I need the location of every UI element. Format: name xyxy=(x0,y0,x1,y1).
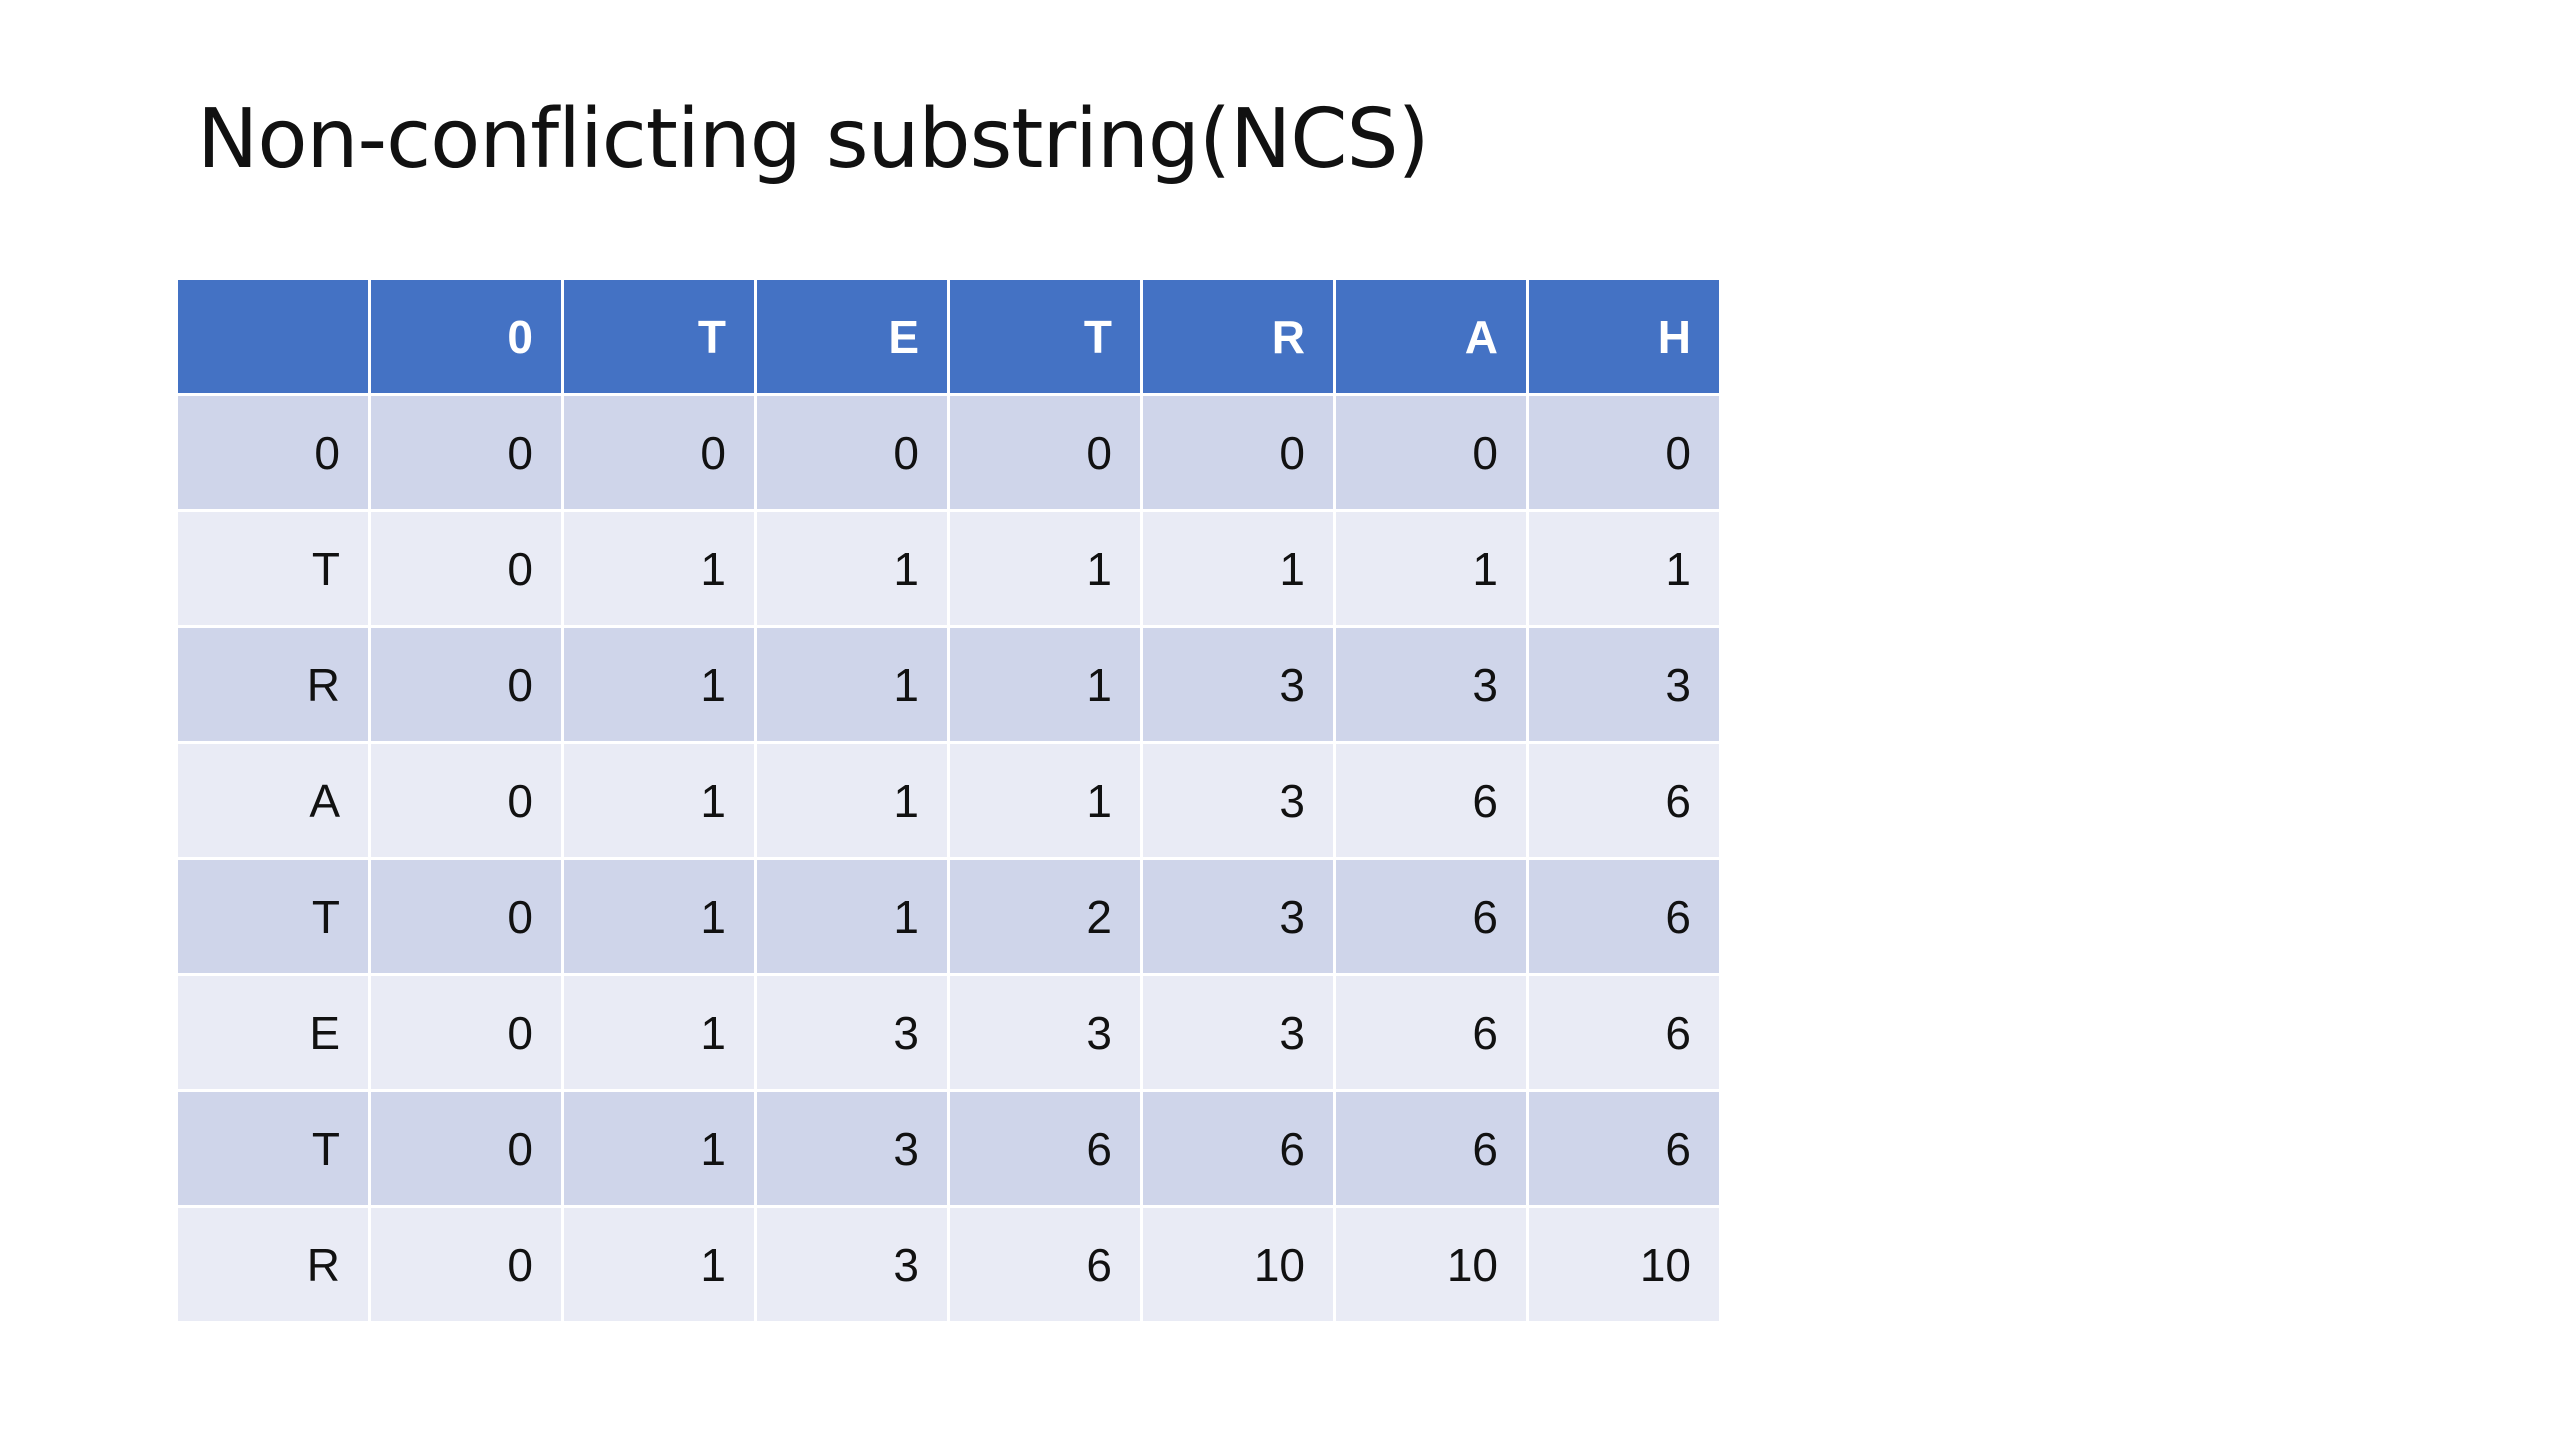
table-cell: 1 xyxy=(564,512,754,625)
table-row: R 0 1 1 1 3 3 3 xyxy=(178,628,1719,741)
table-row: 0 0 0 0 0 0 0 0 xyxy=(178,396,1719,509)
header-cell: T xyxy=(564,280,754,393)
table-cell: 6 xyxy=(1529,976,1719,1089)
table-row: T 0 1 1 2 3 6 6 xyxy=(178,860,1719,973)
header-cell xyxy=(178,280,368,393)
table-cell: 3 xyxy=(1143,744,1333,857)
table-cell: 3 xyxy=(1143,976,1333,1089)
header-cell: 0 xyxy=(371,280,561,393)
table-cell: 6 xyxy=(1529,860,1719,973)
table-row: A 0 1 1 1 3 6 6 xyxy=(178,744,1719,857)
table-cell: 1 xyxy=(1529,512,1719,625)
ncs-table: 0 T E T R A H 0 0 0 0 0 0 0 0 T 0 xyxy=(175,277,1722,1324)
table-cell: 0 xyxy=(757,396,947,509)
table-row: T 0 1 1 1 1 1 1 xyxy=(178,512,1719,625)
row-label-cell: R xyxy=(178,1208,368,1321)
table-cell: 6 xyxy=(1529,1092,1719,1205)
table-cell: 0 xyxy=(371,512,561,625)
table-row: R 0 1 3 6 10 10 10 xyxy=(178,1208,1719,1321)
table-cell: 1 xyxy=(564,1092,754,1205)
row-label-cell: T xyxy=(178,1092,368,1205)
table-cell: 1 xyxy=(757,512,947,625)
table-cell: 3 xyxy=(757,1208,947,1321)
table-cell: 1 xyxy=(757,860,947,973)
header-cell: A xyxy=(1336,280,1526,393)
table-cell: 0 xyxy=(1529,396,1719,509)
row-label-cell: R xyxy=(178,628,368,741)
table-cell: 0 xyxy=(950,396,1140,509)
table-cell: 1 xyxy=(950,512,1140,625)
table-cell: 0 xyxy=(371,628,561,741)
table-cell: 1 xyxy=(1336,512,1526,625)
table-cell: 0 xyxy=(371,860,561,973)
table-cell: 6 xyxy=(1336,860,1526,973)
table-cell: 3 xyxy=(950,976,1140,1089)
table-cell: 1 xyxy=(564,976,754,1089)
table-cell: 1 xyxy=(950,628,1140,741)
table-cell: 6 xyxy=(1336,744,1526,857)
table-cell: 3 xyxy=(757,976,947,1089)
row-label-cell: E xyxy=(178,976,368,1089)
table-cell: 6 xyxy=(1529,744,1719,857)
table-cell: 3 xyxy=(1529,628,1719,741)
header-cell: R xyxy=(1143,280,1333,393)
header-cell: H xyxy=(1529,280,1719,393)
table-row: E 0 1 3 3 3 6 6 xyxy=(178,976,1719,1089)
table-cell: 3 xyxy=(757,1092,947,1205)
row-label-cell: 0 xyxy=(178,396,368,509)
table-cell: 6 xyxy=(1143,1092,1333,1205)
header-cell: E xyxy=(757,280,947,393)
slide-title: Non-conflicting substring(NCS) xyxy=(197,92,1430,187)
table-cell: 2 xyxy=(950,860,1140,973)
table-cell: 10 xyxy=(1529,1208,1719,1321)
table-cell: 3 xyxy=(1143,860,1333,973)
table-header-row: 0 T E T R A H xyxy=(178,280,1719,393)
header-cell: T xyxy=(950,280,1140,393)
table-cell: 1 xyxy=(950,744,1140,857)
table-cell: 1 xyxy=(564,628,754,741)
table-cell: 10 xyxy=(1336,1208,1526,1321)
table-cell: 3 xyxy=(1336,628,1526,741)
table-cell: 0 xyxy=(1336,396,1526,509)
table-cell: 6 xyxy=(950,1208,1140,1321)
table-cell: 1 xyxy=(564,744,754,857)
table-cell: 1 xyxy=(757,744,947,857)
table-cell: 0 xyxy=(371,744,561,857)
table-cell: 0 xyxy=(564,396,754,509)
table-cell: 1 xyxy=(564,860,754,973)
table-cell: 6 xyxy=(950,1092,1140,1205)
table-cell: 1 xyxy=(1143,512,1333,625)
table-cell: 10 xyxy=(1143,1208,1333,1321)
table-cell: 0 xyxy=(371,1092,561,1205)
table-cell: 0 xyxy=(1143,396,1333,509)
row-label-cell: T xyxy=(178,860,368,973)
table-row: T 0 1 3 6 6 6 6 xyxy=(178,1092,1719,1205)
table-cell: 0 xyxy=(371,976,561,1089)
table-cell: 3 xyxy=(1143,628,1333,741)
table-cell: 1 xyxy=(757,628,947,741)
table-cell: 6 xyxy=(1336,976,1526,1089)
table-cell: 0 xyxy=(371,1208,561,1321)
table-cell: 6 xyxy=(1336,1092,1526,1205)
row-label-cell: T xyxy=(178,512,368,625)
table-cell: 0 xyxy=(371,396,561,509)
table-cell: 1 xyxy=(564,1208,754,1321)
row-label-cell: A xyxy=(178,744,368,857)
